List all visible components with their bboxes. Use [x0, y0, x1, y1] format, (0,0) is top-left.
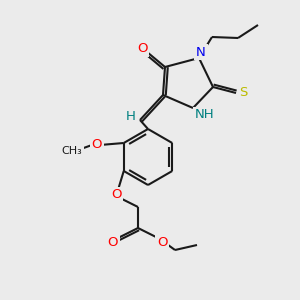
Text: CH₃: CH₃: [61, 146, 82, 156]
Text: O: O: [92, 137, 102, 151]
Text: O: O: [111, 188, 121, 202]
Text: O: O: [157, 236, 167, 248]
Text: S: S: [239, 86, 247, 100]
Text: H: H: [126, 110, 136, 124]
Text: N: N: [196, 46, 206, 59]
Text: O: O: [137, 43, 147, 56]
Text: O: O: [108, 236, 118, 248]
Text: NH: NH: [195, 109, 215, 122]
